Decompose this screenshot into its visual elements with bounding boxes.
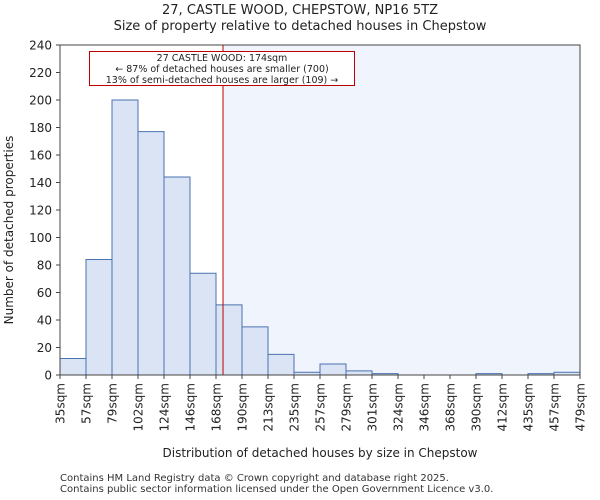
- y-tick-label: 220: [29, 66, 52, 80]
- x-tick-label: 35sqm: [54, 383, 68, 424]
- annotation-line2: ← 87% of detached houses are smaller (70…: [115, 64, 329, 75]
- histogram-bar: [189, 272, 217, 376]
- x-tick-label: 457sqm: [548, 383, 562, 431]
- chart-title: 27, CASTLE WOOD, CHEPSTOW, NP16 5TZ: [162, 3, 438, 18]
- plot-frame: [59, 44, 581, 376]
- y-tick-label: 240: [29, 39, 52, 53]
- x-tick-label: 124sqm: [158, 383, 172, 431]
- highlight-region: [223, 45, 580, 375]
- x-tick-label: 368sqm: [444, 383, 458, 431]
- y-axis-label: Number of detached properties: [2, 136, 16, 325]
- histogram-bar: [59, 358, 87, 376]
- y-tick-label: 80: [37, 259, 52, 273]
- x-tick-label: 235sqm: [288, 383, 302, 431]
- x-tick-label: 346sqm: [418, 383, 432, 431]
- histogram-bar: [345, 370, 373, 376]
- x-tick-label: 279sqm: [340, 383, 354, 431]
- histogram-bar: [85, 259, 113, 376]
- x-tick-label: 257sqm: [314, 383, 328, 431]
- annotation-line1: 27 CASTLE WOOD: 174sqm: [156, 53, 288, 64]
- x-tick-label: 79sqm: [106, 383, 120, 424]
- x-tick-label: 168sqm: [210, 383, 224, 431]
- y-tick-label: 20: [37, 341, 52, 355]
- y-tick-label: 180: [29, 121, 52, 135]
- x-tick-label: 324sqm: [392, 383, 406, 431]
- histogram-bar: [163, 176, 191, 376]
- histogram-chart: 0 20 40 60 80 100 120 140 160 180 200 220 240 35sqm 5…: [2, 39, 588, 461]
- histogram-bar: [319, 363, 347, 376]
- annotation-line3: 13% of semi-detached houses are larger (…: [105, 75, 339, 86]
- x-tick-label: 57sqm: [80, 383, 94, 424]
- y-tick-label: 140: [29, 176, 52, 190]
- x-tick-label: 102sqm: [132, 383, 146, 431]
- x-tick-label: 479sqm: [574, 383, 588, 431]
- histogram-bar: [137, 131, 165, 376]
- y-tick-label: 120: [29, 204, 52, 218]
- y-tick-label: 0: [44, 369, 52, 383]
- y-tick-label: 40: [37, 314, 52, 328]
- y-tick-label: 100: [29, 231, 52, 245]
- histogram-bar: [267, 353, 295, 376]
- y-tick-label: 200: [29, 94, 52, 108]
- footer-licence: Contains public sector information licen…: [60, 484, 494, 495]
- x-tick-label: 213sqm: [262, 383, 276, 431]
- x-tick-label: 301sqm: [366, 383, 380, 431]
- annotation-box: 27 CASTLE WOOD: 174sqm ← 87% of detached…: [89, 51, 355, 86]
- histogram-bar: [215, 304, 243, 376]
- x-tick-label: 435sqm: [522, 383, 536, 431]
- x-tick-label: 190sqm: [236, 383, 250, 431]
- y-tick-label: 60: [37, 286, 52, 300]
- histogram-bar: [111, 99, 139, 376]
- y-tick-label: 160: [29, 149, 52, 163]
- x-tick-label: 390sqm: [470, 383, 484, 431]
- x-tick-label: 146sqm: [184, 383, 198, 431]
- histogram-bar: [241, 326, 269, 376]
- footer-copyright: Contains HM Land Registry data © Crown c…: [60, 473, 449, 484]
- x-axis-label: Distribution of detached houses by size …: [163, 446, 478, 460]
- chart-subtitle: Size of property relative to detached ho…: [113, 19, 487, 34]
- x-tick-label: 412sqm: [496, 383, 510, 431]
